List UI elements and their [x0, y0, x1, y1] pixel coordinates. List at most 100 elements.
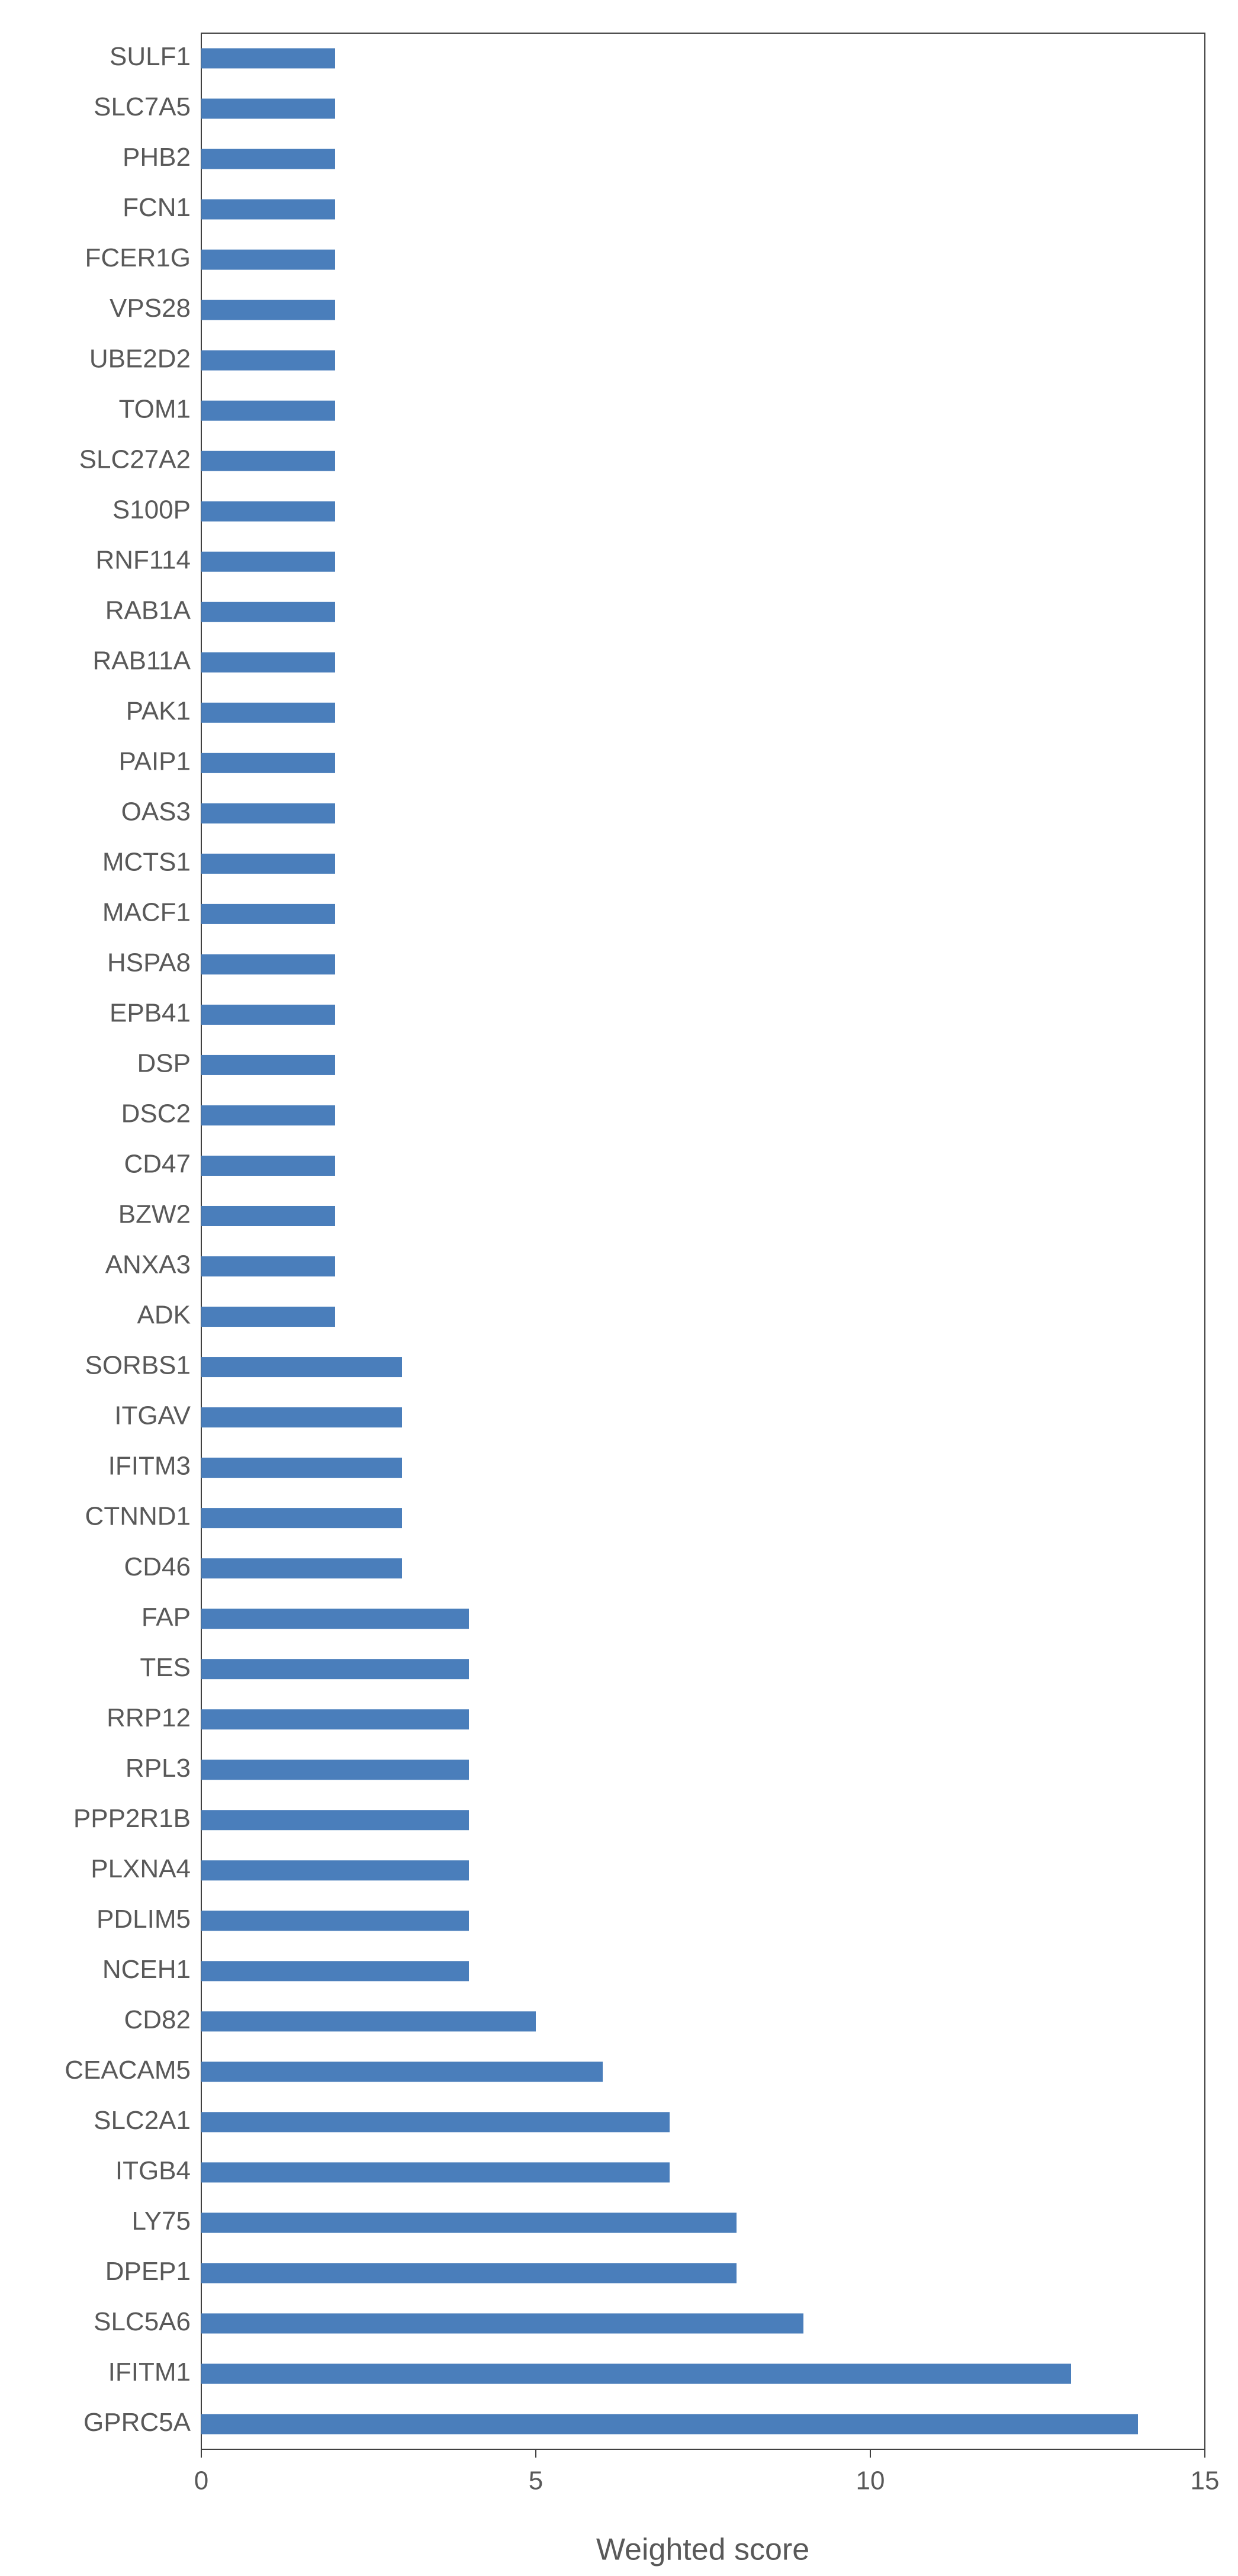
y-tick-label: RNF114 — [95, 545, 191, 574]
bar — [201, 954, 335, 975]
y-tick-label: TOM1 — [119, 394, 191, 423]
y-tick-label: RPL3 — [126, 1754, 191, 1783]
y-tick-label: GPRC5A — [83, 2408, 191, 2437]
bar — [201, 2363, 1071, 2384]
bar — [201, 249, 335, 270]
y-tick-label: SLC7A5 — [94, 92, 191, 121]
bar — [201, 451, 335, 471]
bar — [201, 48, 335, 69]
bar — [201, 1205, 335, 1226]
bar — [201, 602, 335, 622]
y-tick-label: MACF1 — [102, 898, 191, 927]
y-tick-label: DSP — [137, 1049, 191, 1078]
y-tick-label: RAB11A — [93, 646, 191, 675]
y-tick-label: PLXNA4 — [91, 1854, 191, 1883]
bar — [201, 1609, 469, 1629]
y-tick-label: IFITM3 — [108, 1452, 191, 1481]
bar — [201, 2212, 737, 2233]
y-tick-label: CD46 — [124, 1552, 191, 1581]
bar — [201, 1407, 402, 1428]
y-tick-label: PDLIM5 — [97, 1905, 191, 1934]
bar — [201, 2112, 670, 2133]
y-tick-label: ADK — [137, 1301, 191, 1330]
bar — [201, 149, 335, 169]
bar — [201, 1860, 469, 1881]
bar — [201, 1105, 335, 1125]
x-tick-label: 15 — [1191, 2466, 1220, 2495]
bar — [201, 350, 335, 371]
bar — [201, 1508, 402, 1529]
bar — [201, 702, 335, 723]
plot-frame — [201, 33, 1205, 2450]
bar — [201, 551, 335, 572]
y-tick-label: DPEP1 — [105, 2257, 191, 2286]
bar — [201, 853, 335, 874]
bar — [201, 2011, 536, 2032]
y-tick-label: NCEH1 — [102, 1955, 191, 1984]
bar — [201, 1810, 469, 1831]
y-tick-label: PHB2 — [123, 143, 191, 172]
y-tick-label: ANXA3 — [105, 1250, 191, 1279]
bar — [201, 1911, 469, 1931]
bar — [201, 98, 335, 119]
bar — [201, 2313, 803, 2334]
bar — [201, 501, 335, 522]
bar — [201, 2414, 1138, 2435]
bar — [201, 652, 335, 673]
y-tick-label: ITGB4 — [115, 2156, 191, 2185]
bar — [201, 1961, 469, 1982]
y-tick-label: PPP2R1B — [73, 1804, 191, 1833]
y-tick-label: FCER1G — [85, 243, 191, 272]
y-tick-label: RAB1A — [105, 596, 191, 625]
y-tick-label: LY75 — [132, 2207, 191, 2236]
bar — [201, 1307, 335, 1327]
y-tick-label: PAK1 — [126, 696, 191, 725]
y-tick-label: HSPA8 — [107, 948, 191, 977]
bar — [201, 2263, 737, 2284]
bar — [201, 803, 335, 824]
y-tick-label: OAS3 — [121, 797, 191, 826]
y-tick-label: SLC5A6 — [94, 2307, 191, 2336]
bar — [201, 1558, 402, 1579]
x-tick-label: 0 — [194, 2466, 208, 2495]
x-tick-label: 5 — [529, 2466, 543, 2495]
y-tick-label: EPB41 — [110, 999, 191, 1028]
bar — [201, 752, 335, 773]
y-tick-label: FAP — [142, 1603, 191, 1632]
y-tick-label: S100P — [112, 495, 191, 524]
y-tick-label: MCTS1 — [102, 847, 191, 876]
x-axis-label: Weighted score — [596, 2533, 809, 2567]
y-tick-label: DSC2 — [121, 1099, 191, 1128]
y-tick-label: CTNND1 — [85, 1502, 191, 1531]
bar — [201, 1054, 335, 1075]
bar — [201, 1357, 402, 1378]
bar — [201, 199, 335, 220]
y-tick-label: FCN1 — [123, 193, 191, 222]
y-tick-label: VPS28 — [110, 294, 191, 323]
y-tick-label: TES — [140, 1653, 191, 1682]
bar — [201, 2162, 670, 2183]
bar — [201, 1004, 335, 1025]
y-tick-label: CD82 — [124, 2005, 191, 2034]
y-tick-label: SORBS1 — [85, 1351, 191, 1380]
y-tick-label: IFITM1 — [108, 2358, 191, 2387]
y-tick-label: SLC27A2 — [79, 445, 191, 474]
y-tick-label: CD47 — [124, 1150, 191, 1179]
x-tick-label: 10 — [856, 2466, 885, 2495]
bar — [201, 1659, 469, 1680]
bar — [201, 1155, 335, 1176]
y-tick-label: UBE2D2 — [89, 344, 191, 373]
y-tick-label: RRP12 — [107, 1703, 191, 1732]
bar — [201, 300, 335, 320]
bar — [201, 1256, 335, 1277]
y-tick-label: BZW2 — [118, 1200, 191, 1229]
bar — [201, 400, 335, 421]
y-tick-label: SLC2A1 — [94, 2106, 191, 2135]
y-tick-label: PAIP1 — [119, 747, 191, 776]
bar — [201, 1458, 402, 1478]
y-tick-label: SULF1 — [110, 42, 191, 71]
bar — [201, 2062, 603, 2082]
y-tick-label: ITGAV — [114, 1401, 191, 1430]
y-tick-label: CEACAM5 — [65, 2056, 191, 2085]
